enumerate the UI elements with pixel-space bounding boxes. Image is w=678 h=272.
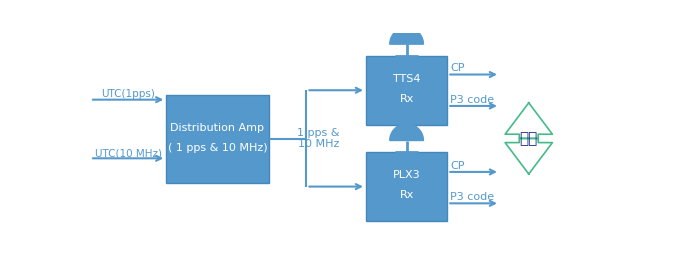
Text: P3 code: P3 code [450, 192, 494, 202]
Text: P3 code: P3 code [450, 95, 494, 105]
Text: PLX3: PLX3 [393, 170, 420, 180]
FancyBboxPatch shape [166, 95, 268, 183]
Text: ( 1 pps & 10 MHz): ( 1 pps & 10 MHz) [167, 143, 267, 153]
FancyBboxPatch shape [366, 56, 447, 125]
Text: Rx: Rx [399, 94, 414, 104]
Text: 비교: 비교 [519, 131, 538, 146]
Text: TTS4: TTS4 [393, 74, 420, 84]
Text: UTC(10 MHz): UTC(10 MHz) [95, 148, 161, 158]
Polygon shape [390, 27, 423, 44]
Text: UTC(1pps): UTC(1pps) [101, 89, 155, 100]
Text: CP: CP [450, 161, 464, 171]
Text: CP: CP [450, 63, 464, 73]
Text: Rx: Rx [399, 190, 414, 200]
Text: 1 pps &
10 MHz: 1 pps & 10 MHz [298, 128, 340, 149]
Polygon shape [390, 124, 423, 141]
Text: Distribution Amp: Distribution Amp [170, 123, 264, 133]
FancyBboxPatch shape [366, 152, 447, 221]
